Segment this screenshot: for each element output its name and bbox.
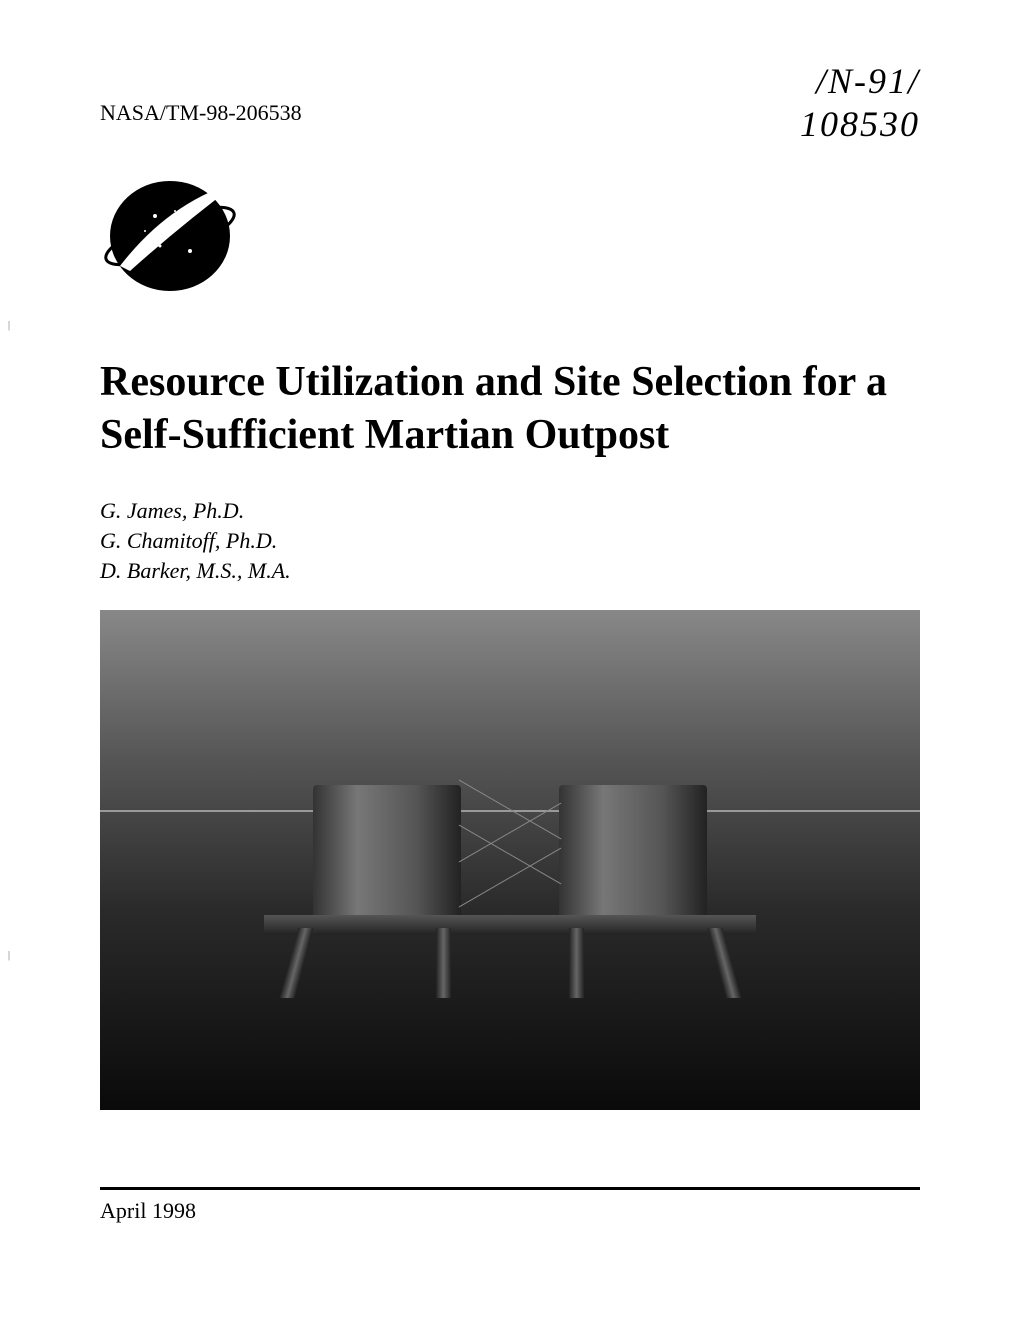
cover-figure xyxy=(100,610,920,1110)
truss-lattice xyxy=(451,798,569,911)
page-scan-artifact: | xyxy=(8,950,10,961)
leg-4 xyxy=(707,928,741,998)
author-1: G. James, Ph.D. xyxy=(100,496,920,526)
page-scan-artifact: | xyxy=(8,320,10,331)
document-title: Resource Utilization and Site Selection … xyxy=(100,356,920,461)
handwritten-line-2: 108530 xyxy=(800,103,920,146)
leg-1 xyxy=(279,928,313,998)
handwritten-annotations: /N-91/ 108530 xyxy=(770,60,920,146)
publication-date: April 1998 xyxy=(100,1198,920,1224)
handwritten-line-1: /N-91/ xyxy=(770,60,920,103)
header-row: NASA/TM-98-206538 /N-91/ 108530 xyxy=(100,60,920,146)
nasa-insignia-icon xyxy=(100,171,250,301)
report-number: NASA/TM-98-206538 xyxy=(100,100,302,126)
nasa-logo xyxy=(100,171,920,306)
authors-list: G. James, Ph.D. G. Chamitoff, Ph.D. D. B… xyxy=(100,496,920,585)
footer-divider xyxy=(100,1187,920,1190)
leg-3 xyxy=(569,928,584,998)
tank-right xyxy=(559,785,707,923)
leg-2 xyxy=(436,928,451,998)
landing-legs xyxy=(264,928,756,998)
footer: April 1998 xyxy=(100,1187,920,1284)
outpost-structure xyxy=(264,760,756,1010)
author-3: D. Barker, M.S., M.A. xyxy=(100,556,920,586)
tank-left xyxy=(313,785,461,923)
author-2: G. Chamitoff, Ph.D. xyxy=(100,526,920,556)
